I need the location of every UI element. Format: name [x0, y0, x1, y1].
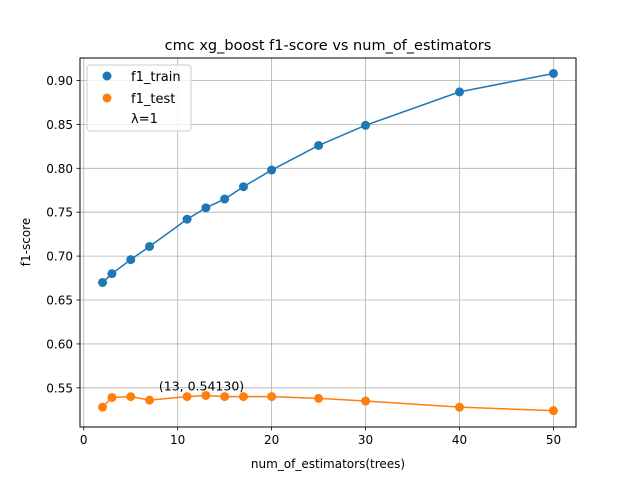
x-tick-label: 30 [358, 433, 373, 447]
y-tick-label: 0.85 [46, 118, 73, 132]
chart-title: cmc xg_boost f1-score vs num_of_estimato… [165, 38, 492, 54]
ticks: 0 10 20 30 40 50 0.55 0.60 0.65 0.70 0.75 0.80 0.85 0… [46, 74, 561, 447]
y-tick-label: 0.90 [46, 74, 73, 88]
data-point-f1-test [548, 406, 558, 416]
legend-box [86, 64, 192, 132]
x-tick-label: 50 [546, 433, 561, 447]
y-tick-label: 0.80 [46, 162, 73, 176]
data-point-f1-test [238, 392, 248, 402]
x-tick-label: 40 [452, 433, 467, 447]
x-tick-label: 10 [170, 433, 185, 447]
data-point-f1-train [182, 214, 192, 224]
x-axis-label: num_of_estimators(trees) [251, 457, 405, 471]
data-point-f1-test [107, 392, 117, 402]
legend-marker-f1-train [102, 71, 112, 81]
data-point-f1-train [98, 277, 108, 287]
data-point-f1-train [455, 87, 465, 97]
data-point-f1-train [126, 255, 136, 265]
data-point-f1-train [314, 140, 324, 150]
data-point-f1-train [201, 203, 211, 213]
data-point-f1-test [455, 402, 465, 412]
y-tick-label: 0.60 [46, 337, 73, 351]
data-point-f1-train [145, 241, 155, 251]
legend-marker-f1-test [102, 93, 112, 103]
legend: f1_train f1_test λ=1 [86, 64, 192, 132]
x-tick-label: 20 [264, 433, 279, 447]
annotation-label: (13, 0.54130) [159, 378, 244, 393]
data-point-f1-train [548, 68, 558, 78]
data-point-f1-test [145, 395, 155, 405]
y-tick-label: 0.55 [46, 381, 73, 395]
y-axis-label: f1-score [19, 218, 33, 266]
legend-label-lambda: λ=1 [131, 112, 158, 127]
plot-frame [79, 57, 577, 428]
legend-label-f1-train: f1_train [131, 70, 181, 85]
data-point-f1-test [126, 392, 136, 402]
y-tick-label: 0.75 [46, 206, 73, 220]
data-point-f1-test [201, 390, 211, 400]
data-point-f1-test [314, 393, 324, 403]
y-tick-label: 0.70 [46, 250, 73, 264]
legend-label-f1-test: f1_test [131, 92, 175, 107]
series-layer [98, 68, 558, 416]
data-point-f1-train [238, 182, 248, 192]
data-point-f1-test [361, 396, 371, 406]
data-point-f1-test [182, 392, 192, 402]
data-point-f1-train [107, 269, 117, 279]
data-point-f1-train [220, 194, 230, 204]
data-point-f1-train [267, 165, 277, 175]
data-point-f1-test [98, 402, 108, 412]
data-point-f1-test [267, 392, 277, 402]
data-point-f1-train [361, 120, 371, 130]
x-tick-label: 0 [80, 433, 88, 447]
y-tick-label: 0.65 [46, 294, 73, 308]
data-point-f1-test [220, 392, 230, 402]
